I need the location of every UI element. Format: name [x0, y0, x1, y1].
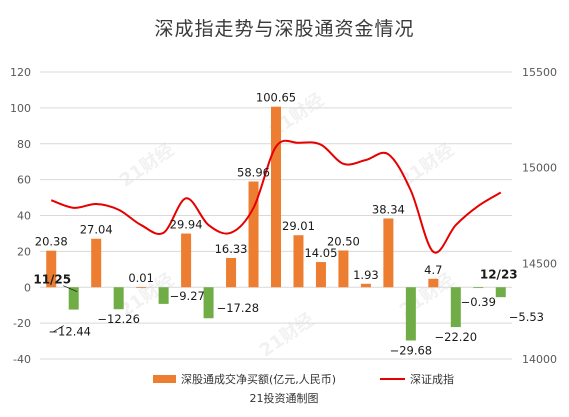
bar	[495, 287, 506, 298]
bar	[360, 283, 371, 288]
bar	[136, 287, 147, 289]
data-label: −0.39	[461, 295, 496, 309]
axis-ticks: -40 -20 0 20 40 60 80 100 120 14000 14500 15000 1550…	[10, 66, 557, 366]
bar	[203, 287, 214, 319]
y-left-tick-label: 60	[17, 174, 31, 187]
bar	[338, 250, 349, 288]
date-label: 11/25	[33, 273, 71, 287]
bar	[248, 181, 259, 288]
bar	[226, 257, 237, 288]
bar	[91, 238, 102, 288]
date-leader-line	[63, 285, 78, 293]
y-left-tick-label: 80	[17, 138, 31, 151]
y-right-tick-label: 15500	[522, 66, 557, 79]
bar	[46, 250, 57, 288]
bar	[473, 287, 484, 289]
data-label: −9.27	[170, 289, 205, 303]
legend: 深股通成交净买额(亿元,人民币) 深证成指	[153, 372, 454, 386]
legend-swatch-bar	[153, 375, 176, 383]
y-left-tick-label: -40	[13, 353, 31, 366]
data-label: 14.05	[304, 246, 337, 260]
y-right-tick-label: 14500	[522, 257, 557, 270]
data-label: 29.94	[170, 218, 203, 232]
bar	[158, 287, 169, 304]
data-label: −5.53	[509, 310, 544, 324]
y-left-tick-label: 40	[17, 210, 31, 223]
bar	[315, 262, 326, 288]
data-labels: 20.38 −12.44 27.04 −12.26 0.01 −9.27 29.94 −17.…	[33, 91, 544, 358]
source-text: 21投资通制图	[250, 391, 319, 405]
data-label: 27.04	[80, 223, 113, 237]
y-left-tick-label: 100	[10, 102, 31, 115]
line-series	[50, 139, 502, 254]
y-left-tick-label: 120	[10, 66, 31, 79]
bar	[68, 287, 79, 310]
data-label: 20.50	[327, 234, 360, 248]
bar	[293, 235, 304, 288]
label-leader-line	[53, 325, 64, 332]
y-right-tick-label: 15000	[522, 162, 557, 175]
data-label: −29.68	[390, 343, 433, 357]
bar	[383, 218, 394, 288]
data-label: 0.01	[128, 271, 154, 285]
y-left-tick-label: 0	[24, 281, 31, 294]
data-label: 1.93	[353, 268, 379, 282]
watermark-text: 21财经	[395, 139, 458, 192]
bar-series	[46, 106, 506, 341]
date-label: 12/23	[480, 267, 518, 281]
data-label: −22.20	[435, 330, 478, 344]
data-label: −12.26	[97, 312, 140, 326]
chart-title: 深成指走势与深股通资金情况	[154, 18, 415, 40]
data-label: 29.01	[282, 219, 315, 233]
bar	[405, 287, 416, 341]
watermark-text: 21财经	[115, 139, 178, 192]
bar	[181, 233, 192, 288]
data-label: 58.96	[237, 165, 270, 179]
legend-label-line: 深证成指	[410, 372, 454, 386]
data-label: 100.65	[256, 91, 296, 105]
y-left-tick-label: -20	[13, 317, 31, 330]
data-label: 38.34	[372, 202, 405, 216]
bar	[428, 278, 439, 288]
bar	[450, 287, 461, 328]
y-right-tick-label: 14000	[522, 353, 557, 366]
bar	[113, 287, 124, 310]
data-label: −12.44	[48, 325, 91, 339]
bar	[271, 106, 281, 288]
data-label: 16.33	[215, 242, 248, 256]
watermark-text: 21财经	[255, 309, 318, 362]
data-label: 4.7	[424, 263, 442, 277]
y-left-tick-label: 20	[17, 245, 31, 258]
index-line	[50, 139, 502, 254]
data-label: 20.38	[35, 235, 68, 249]
legend-label-bar: 深股通成交净买额(亿元,人民币)	[181, 372, 336, 386]
data-label: −17.28	[217, 301, 260, 315]
